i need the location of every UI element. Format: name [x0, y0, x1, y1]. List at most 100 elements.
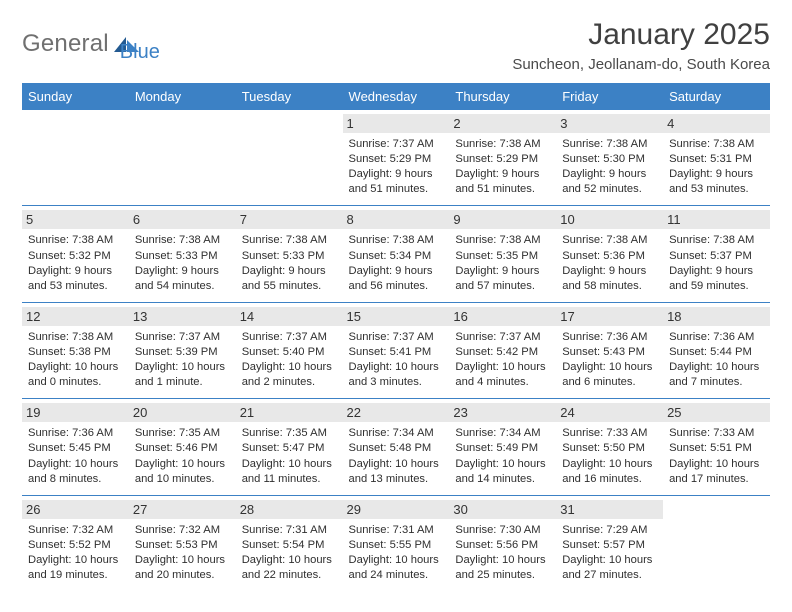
- day-daylight1: Daylight: 9 hours: [349, 167, 444, 182]
- day-sunset: Sunset: 5:37 PM: [669, 249, 764, 264]
- day-sunrise: Sunrise: 7:36 AM: [669, 330, 764, 345]
- day-daylight2: and 7 minutes.: [669, 375, 764, 390]
- calendar-row: 19Sunrise: 7:36 AMSunset: 5:45 PMDayligh…: [22, 399, 770, 495]
- day-daylight2: and 24 minutes.: [349, 568, 444, 583]
- day-daylight2: and 52 minutes.: [562, 182, 657, 197]
- day-sunrise: Sunrise: 7:29 AM: [562, 523, 657, 538]
- calendar-cell: 9Sunrise: 7:38 AMSunset: 5:35 PMDaylight…: [449, 206, 556, 302]
- header: General Blue January 2025 Suncheon, Jeol…: [22, 18, 770, 73]
- day-daylight1: Daylight: 9 hours: [669, 167, 764, 182]
- day-sunrise: Sunrise: 7:38 AM: [135, 233, 230, 248]
- weekday-col: Wednesday: [343, 83, 450, 110]
- day-sunrise: Sunrise: 7:37 AM: [455, 330, 550, 345]
- calendar-cell: 30Sunrise: 7:30 AMSunset: 5:56 PMDayligh…: [449, 495, 556, 591]
- day-sunrise: Sunrise: 7:33 AM: [562, 426, 657, 441]
- day-number: 31: [556, 500, 663, 519]
- weekday-col: Friday: [556, 83, 663, 110]
- calendar-cell: 27Sunrise: 7:32 AMSunset: 5:53 PMDayligh…: [129, 495, 236, 591]
- day-number: 2: [449, 114, 556, 133]
- day-details: Sunrise: 7:33 AMSunset: 5:51 PMDaylight:…: [669, 426, 764, 486]
- day-daylight1: Daylight: 10 hours: [669, 457, 764, 472]
- day-number: 22: [343, 403, 450, 422]
- day-number: 16: [449, 307, 556, 326]
- day-daylight1: Daylight: 9 hours: [28, 264, 123, 279]
- day-sunset: Sunset: 5:30 PM: [562, 152, 657, 167]
- day-details: Sunrise: 7:36 AMSunset: 5:45 PMDaylight:…: [28, 426, 123, 486]
- day-daylight2: and 14 minutes.: [455, 472, 550, 487]
- day-sunrise: Sunrise: 7:35 AM: [242, 426, 337, 441]
- day-details: Sunrise: 7:33 AMSunset: 5:50 PMDaylight:…: [562, 426, 657, 486]
- day-sunset: Sunset: 5:32 PM: [28, 249, 123, 264]
- day-sunset: Sunset: 5:41 PM: [349, 345, 444, 360]
- day-details: Sunrise: 7:38 AMSunset: 5:36 PMDaylight:…: [562, 233, 657, 293]
- day-details: Sunrise: 7:36 AMSunset: 5:43 PMDaylight:…: [562, 330, 657, 390]
- day-number: 13: [129, 307, 236, 326]
- day-number: 30: [449, 500, 556, 519]
- day-sunrise: Sunrise: 7:34 AM: [349, 426, 444, 441]
- day-daylight2: and 53 minutes.: [28, 279, 123, 294]
- day-sunrise: Sunrise: 7:30 AM: [455, 523, 550, 538]
- day-sunset: Sunset: 5:53 PM: [135, 538, 230, 553]
- day-number: 25: [663, 403, 770, 422]
- day-details: Sunrise: 7:37 AMSunset: 5:40 PMDaylight:…: [242, 330, 337, 390]
- day-sunrise: Sunrise: 7:38 AM: [455, 137, 550, 152]
- day-sunset: Sunset: 5:35 PM: [455, 249, 550, 264]
- day-daylight1: Daylight: 10 hours: [135, 360, 230, 375]
- day-daylight1: Daylight: 10 hours: [455, 360, 550, 375]
- day-sunrise: Sunrise: 7:38 AM: [669, 137, 764, 152]
- day-sunset: Sunset: 5:43 PM: [562, 345, 657, 360]
- page: General Blue January 2025 Suncheon, Jeol…: [0, 0, 792, 612]
- day-sunset: Sunset: 5:39 PM: [135, 345, 230, 360]
- calendar-row: ...1Sunrise: 7:37 AMSunset: 5:29 PMDayli…: [22, 110, 770, 206]
- calendar-cell: 24 Sunrise: 7:33 AMSunset: 5:50 PMDayligh…: [556, 399, 663, 495]
- day-details: Sunrise: 7:34 AMSunset: 5:48 PMDaylight:…: [349, 426, 444, 486]
- day-number: 17: [556, 307, 663, 326]
- day-daylight1: Daylight: 10 hours: [562, 360, 657, 375]
- day-details: Sunrise: 7:38 AMSunset: 5:31 PMDaylight:…: [669, 137, 764, 197]
- day-sunset: Sunset: 5:31 PM: [669, 152, 764, 167]
- day-sunset: Sunset: 5:57 PM: [562, 538, 657, 553]
- day-daylight2: and 25 minutes.: [455, 568, 550, 583]
- calendar-row: 26Sunrise: 7:32 AMSunset: 5:52 PMDayligh…: [22, 495, 770, 591]
- day-sunset: Sunset: 5:40 PM: [242, 345, 337, 360]
- calendar-cell: 5 Sunrise: 7:38 AMSunset: 5:32 PMDaylight…: [22, 206, 129, 302]
- page-title: January 2025: [512, 18, 770, 52]
- day-number: 4: [663, 114, 770, 133]
- day-sunset: Sunset: 5:38 PM: [28, 345, 123, 360]
- day-sunset: Sunset: 5:47 PM: [242, 441, 337, 456]
- calendar-cell: .: [22, 110, 129, 206]
- day-sunrise: Sunrise: 7:35 AM: [135, 426, 230, 441]
- day-sunrise: Sunrise: 7:37 AM: [242, 330, 337, 345]
- day-daylight1: Daylight: 9 hours: [562, 264, 657, 279]
- day-details: Sunrise: 7:38 AMSunset: 5:30 PMDaylight:…: [562, 137, 657, 197]
- day-details: Sunrise: 7:37 AMSunset: 5:42 PMDaylight:…: [455, 330, 550, 390]
- day-daylight1: Daylight: 10 hours: [28, 457, 123, 472]
- calendar: Sunday Monday Tuesday Wednesday Thursday…: [22, 83, 770, 591]
- day-daylight1: Daylight: 9 hours: [669, 264, 764, 279]
- day-daylight1: Daylight: 10 hours: [349, 457, 444, 472]
- day-daylight2: and 54 minutes.: [135, 279, 230, 294]
- day-daylight1: Daylight: 10 hours: [28, 360, 123, 375]
- day-number: 24: [556, 403, 663, 422]
- weekday-col: Saturday: [663, 83, 770, 110]
- day-number: 15: [343, 307, 450, 326]
- calendar-cell: 23Sunrise: 7:34 AMSunset: 5:49 PMDayligh…: [449, 399, 556, 495]
- day-daylight2: and 1 minute.: [135, 375, 230, 390]
- day-daylight1: Daylight: 9 hours: [562, 167, 657, 182]
- day-details: Sunrise: 7:37 AMSunset: 5:41 PMDaylight:…: [349, 330, 444, 390]
- calendar-cell: 11Sunrise: 7:38 AMSunset: 5:37 PMDayligh…: [663, 206, 770, 302]
- day-details: Sunrise: 7:35 AMSunset: 5:46 PMDaylight:…: [135, 426, 230, 486]
- day-number: 5: [22, 210, 129, 229]
- day-number: 8: [343, 210, 450, 229]
- day-details: Sunrise: 7:29 AMSunset: 5:57 PMDaylight:…: [562, 523, 657, 583]
- day-daylight2: and 59 minutes.: [669, 279, 764, 294]
- day-details: Sunrise: 7:38 AMSunset: 5:32 PMDaylight:…: [28, 233, 123, 293]
- day-daylight1: Daylight: 10 hours: [455, 457, 550, 472]
- day-daylight2: and 27 minutes.: [562, 568, 657, 583]
- day-number: 14: [236, 307, 343, 326]
- day-daylight1: Daylight: 10 hours: [242, 457, 337, 472]
- day-sunrise: Sunrise: 7:31 AM: [349, 523, 444, 538]
- day-number: 10: [556, 210, 663, 229]
- day-details: Sunrise: 7:38 AMSunset: 5:38 PMDaylight:…: [28, 330, 123, 390]
- calendar-cell: 2Sunrise: 7:38 AMSunset: 5:29 PMDaylight…: [449, 110, 556, 206]
